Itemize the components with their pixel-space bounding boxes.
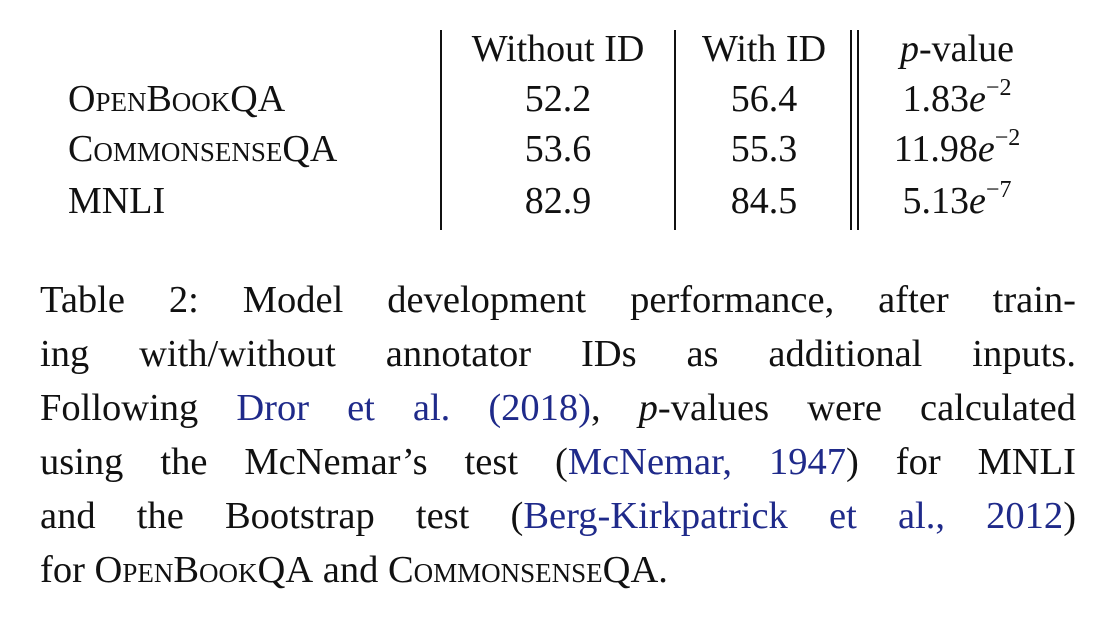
cell-p-value: 11.98e−2: [862, 123, 1052, 180]
caption-line-2: ing with/without annotator IDs as additi…: [40, 333, 1076, 375]
row-dataset-mnli: MNLI: [68, 180, 166, 222]
caption-text: -values were calculated: [657, 387, 1077, 429]
citation-link-mcnemar[interactable]: McNemar, 1947: [567, 441, 846, 483]
column-divider: [440, 30, 442, 230]
double-divider-right: [857, 30, 859, 230]
p-symbol: p: [900, 28, 920, 70]
caption-line-1: Table 2: Model development performance, …: [40, 279, 1076, 321]
dataset-name-openbookqa: OpenBookQA: [94, 549, 314, 591]
caption-text: .: [658, 549, 668, 591]
cell-p-value: 5.13e−7: [862, 175, 1052, 232]
caption-line-4: using the McNemar’s test (McNemar, 1947)…: [40, 435, 1076, 489]
p-value-suffix: -value: [919, 28, 1014, 70]
citation-link-berg-kirkpatrick[interactable]: Berg-Kirkpatrick et al., 2012: [523, 495, 1064, 537]
p-base: e: [969, 180, 986, 222]
p-base: e: [977, 128, 995, 170]
p-mantissa: 11.98: [893, 128, 978, 170]
cell-with-id: 55.3: [730, 128, 798, 170]
dataset-name-commonsenseqa: CommonsenseQA: [387, 549, 659, 591]
results-table: Without ID With ID p-value OpenBookQA 52…: [0, 0, 1110, 240]
caption-text: for: [40, 549, 95, 591]
cell-without-id: 52.2: [524, 78, 592, 120]
caption-text: using the McNemar’s test (: [40, 441, 568, 483]
citation-link-dror[interactable]: Dror et al. (2018): [236, 387, 591, 429]
cell-with-id: 56.4: [730, 78, 798, 120]
column-divider: [674, 30, 676, 230]
p-exponent: −2: [994, 125, 1021, 151]
p-exponent: −2: [985, 75, 1012, 101]
p-mantissa: 5.13: [902, 180, 970, 222]
header-p-value: p-value: [862, 23, 1052, 75]
caption-line-6: for OpenBookQA and CommonsenseQA.: [40, 543, 1076, 597]
row-dataset-openbookqa: OpenBookQA: [68, 78, 286, 120]
caption-text: ) for MNLI: [845, 441, 1076, 483]
caption-line-5: and the Bootstrap test (Berg-Kirkpatrick…: [40, 489, 1076, 543]
p-exponent: −7: [985, 177, 1012, 203]
p-base: e: [969, 78, 986, 120]
table-caption: Table 2: Model development performance, …: [40, 273, 1076, 597]
caption-line-3: Following Dror et al. (2018), p-values w…: [40, 381, 1076, 435]
p-symbol: p: [638, 387, 658, 429]
caption-text: and the Bootstrap test (: [40, 495, 524, 537]
cell-with-id: 84.5: [730, 180, 798, 222]
header-without-id: Without ID: [471, 28, 645, 70]
header-with-id: With ID: [701, 28, 827, 70]
cell-without-id: 82.9: [524, 180, 592, 222]
row-dataset-commonsenseqa: CommonsenseQA: [68, 128, 338, 170]
p-mantissa: 1.83: [902, 78, 970, 120]
double-divider-left: [850, 30, 852, 230]
caption-text: ): [1063, 495, 1077, 537]
caption-text: and: [313, 549, 388, 591]
cell-p-value: 1.83e−2: [862, 73, 1052, 130]
caption-text: ,: [591, 387, 639, 429]
cell-without-id: 53.6: [524, 128, 592, 170]
caption-text: Following: [40, 387, 237, 429]
